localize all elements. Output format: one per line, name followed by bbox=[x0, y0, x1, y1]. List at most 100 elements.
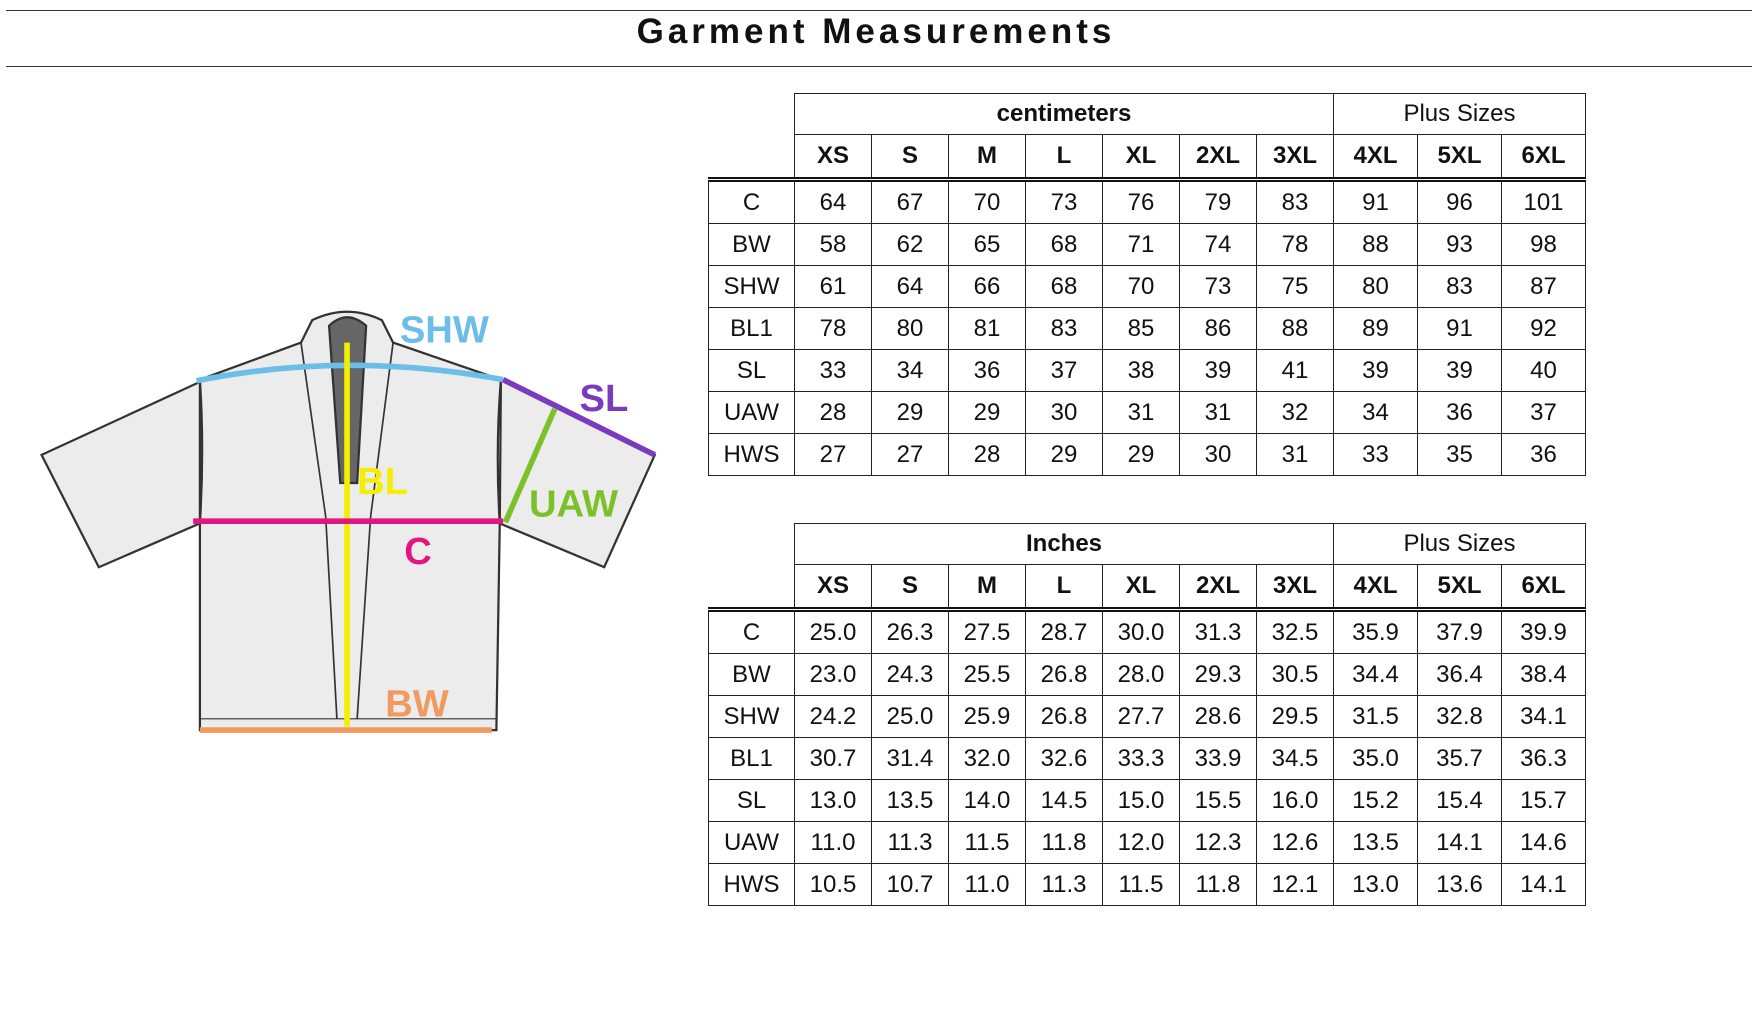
table-row: SHW 61 64 66 68 70 73 75 80 83 87 bbox=[708, 265, 1586, 308]
size-header: XL bbox=[1102, 134, 1180, 182]
measurement-cell: 30.5 bbox=[1256, 653, 1334, 696]
row-label: BW bbox=[708, 653, 795, 696]
measurement-cell: 74 bbox=[1179, 223, 1257, 266]
table-row: C 64 67 70 73 76 79 83 91 96 101 bbox=[708, 179, 1586, 224]
measurement-cell: 30 bbox=[1179, 433, 1257, 476]
measurement-cell: 39.9 bbox=[1501, 609, 1586, 654]
measurement-cell: 83 bbox=[1025, 307, 1103, 350]
measurement-cell: 27 bbox=[794, 433, 872, 476]
measurement-cell: 75 bbox=[1256, 265, 1334, 308]
measurement-cell: 36 bbox=[1417, 391, 1502, 434]
size-header: 3XL bbox=[1256, 134, 1334, 182]
measurement-cell: 26.8 bbox=[1025, 653, 1103, 696]
plus-sizes-header: Plus Sizes bbox=[1333, 93, 1586, 135]
measurement-cell: 64 bbox=[794, 179, 872, 224]
row-label: SL bbox=[708, 779, 795, 822]
measurement-cell: 25.0 bbox=[794, 609, 872, 654]
size-header: 2XL bbox=[1179, 134, 1257, 182]
measurement-cell: 62 bbox=[871, 223, 949, 266]
table-row: SL 13.0 13.5 14.0 14.5 15.0 15.5 16.0 15.2 15.4 15… bbox=[708, 779, 1586, 822]
uaw-label: UAW bbox=[529, 483, 618, 526]
size-header: 4XL bbox=[1333, 564, 1418, 612]
measurement-cell: 13.6 bbox=[1417, 863, 1502, 906]
measurement-cell: 93 bbox=[1417, 223, 1502, 266]
size-header: 4XL bbox=[1333, 134, 1418, 182]
measurement-cell: 31 bbox=[1256, 433, 1334, 476]
right-sleeve bbox=[498, 377, 657, 569]
measurement-cell: 11.3 bbox=[871, 821, 949, 864]
row-label: HWS bbox=[708, 863, 795, 906]
measurement-cell: 92 bbox=[1501, 307, 1586, 350]
measurement-cell: 39 bbox=[1333, 349, 1418, 392]
measurement-cell: 15.5 bbox=[1179, 779, 1257, 822]
inches-table: Inches Plus Sizes XS S M L XL 2XL 3XL 4XL 5XL 6XL C 2… bbox=[708, 523, 1586, 906]
row-label: C bbox=[708, 179, 795, 224]
c-label: C bbox=[404, 530, 432, 573]
measurement-cell: 64 bbox=[871, 265, 949, 308]
measurement-cell: 31 bbox=[1102, 391, 1180, 434]
left-lapel bbox=[300, 342, 338, 719]
measurement-cell: 78 bbox=[794, 307, 872, 350]
row-label: SHW bbox=[708, 695, 795, 738]
measurement-cell: 36.4 bbox=[1417, 653, 1502, 696]
measurement-cell: 12.6 bbox=[1256, 821, 1334, 864]
table-row: SHW 24.2 25.0 25.9 26.8 27.7 28.6 29.5 31.5 32.8 3… bbox=[708, 695, 1586, 738]
row-label: UAW bbox=[708, 391, 795, 434]
measurement-cell: 13.5 bbox=[871, 779, 949, 822]
measurement-cell: 68 bbox=[1025, 223, 1103, 266]
measurement-cell: 29.5 bbox=[1256, 695, 1334, 738]
measurement-cell: 27.7 bbox=[1102, 695, 1180, 738]
measurement-cell: 15.0 bbox=[1102, 779, 1180, 822]
sl-line bbox=[501, 377, 657, 458]
measurement-cell: 29 bbox=[1025, 433, 1103, 476]
measurement-cell: 24.3 bbox=[871, 653, 949, 696]
bl-label: BL bbox=[357, 460, 408, 503]
measurement-cell: 91 bbox=[1417, 307, 1502, 350]
size-header: M bbox=[948, 134, 1026, 182]
measurement-cell: 65 bbox=[948, 223, 1026, 266]
size-header-row: XS S M L XL 2XL 3XL 4XL 5XL 6XL bbox=[708, 564, 1586, 612]
measurement-cell: 98 bbox=[1501, 223, 1586, 266]
measurement-cell: 28 bbox=[794, 391, 872, 434]
size-header: M bbox=[948, 564, 1026, 612]
measurement-cell: 81 bbox=[948, 307, 1026, 350]
measurement-cell: 89 bbox=[1333, 307, 1418, 350]
measurement-cell: 12.3 bbox=[1179, 821, 1257, 864]
size-header: XL bbox=[1102, 564, 1180, 612]
measurement-cell: 29 bbox=[1102, 433, 1180, 476]
measurement-cell: 85 bbox=[1102, 307, 1180, 350]
measurement-cell: 28.0 bbox=[1102, 653, 1180, 696]
table-row: BW 58 62 65 68 71 74 78 88 93 98 bbox=[708, 223, 1586, 266]
size-header: S bbox=[871, 134, 949, 182]
measurement-cell: 35.9 bbox=[1333, 609, 1418, 654]
size-header: XS bbox=[794, 134, 872, 182]
measurement-cell: 23.0 bbox=[794, 653, 872, 696]
measurement-cell: 14.6 bbox=[1501, 821, 1586, 864]
row-label: SL bbox=[708, 349, 795, 392]
size-header: 5XL bbox=[1417, 564, 1502, 612]
measurement-cell: 11.0 bbox=[794, 821, 872, 864]
measurement-cell: 13.5 bbox=[1333, 821, 1418, 864]
measurement-cell: 13.0 bbox=[794, 779, 872, 822]
table-row: BW 23.0 24.3 25.5 26.8 28.0 29.3 30.5 34.4 36.4 38… bbox=[708, 653, 1586, 696]
measurement-cell: 88 bbox=[1256, 307, 1334, 350]
row-label: UAW bbox=[708, 821, 795, 864]
measurement-cell: 25.0 bbox=[871, 695, 949, 738]
measurement-cell: 11.0 bbox=[948, 863, 1026, 906]
measurement-cell: 34.4 bbox=[1333, 653, 1418, 696]
table-row: BL1 78 80 81 83 85 86 88 89 91 92 bbox=[708, 307, 1586, 350]
measurement-cell: 39 bbox=[1417, 349, 1502, 392]
size-header: L bbox=[1025, 134, 1103, 182]
measurement-cell: 37 bbox=[1025, 349, 1103, 392]
measurement-cell: 27 bbox=[871, 433, 949, 476]
measurement-cell: 34.1 bbox=[1501, 695, 1586, 738]
unit-header-row: centimeters Plus Sizes bbox=[709, 93, 1586, 135]
size-header-row: XS S M L XL 2XL 3XL 4XL 5XL 6XL bbox=[708, 134, 1586, 182]
measurement-cell: 31.4 bbox=[871, 737, 949, 780]
left-sleeve bbox=[40, 380, 202, 569]
measurement-cell: 15.4 bbox=[1417, 779, 1502, 822]
measurement-cell: 29.3 bbox=[1179, 653, 1257, 696]
measurement-cell: 26.8 bbox=[1025, 695, 1103, 738]
measurement-cell: 33 bbox=[794, 349, 872, 392]
